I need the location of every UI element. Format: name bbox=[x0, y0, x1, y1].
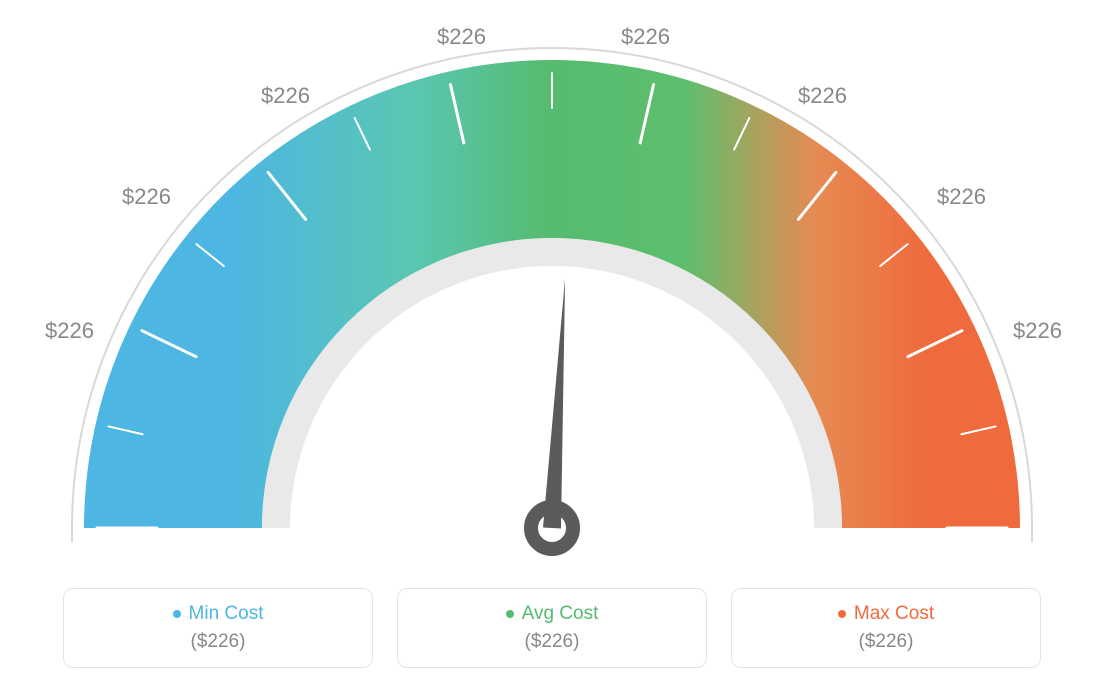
gauge-scale-label: $226 bbox=[621, 24, 670, 50]
legend-value-max: ($226) bbox=[859, 631, 914, 653]
legend-card-max: Max Cost ($226) bbox=[731, 588, 1041, 668]
legend-title-max: Max Cost bbox=[838, 603, 934, 625]
legend-row: Min Cost ($226) Avg Cost ($226) Max Cost… bbox=[0, 588, 1104, 668]
legend-label-avg: Avg Cost bbox=[522, 603, 599, 625]
legend-card-avg: Avg Cost ($226) bbox=[397, 588, 707, 668]
gauge-scale-label: $226 bbox=[798, 83, 847, 109]
legend-title-min: Min Cost bbox=[173, 603, 264, 625]
gauge-scale-label: $226 bbox=[45, 318, 94, 344]
gauge-scale-label: $226 bbox=[437, 24, 486, 50]
gauge-scale-label: $226 bbox=[937, 184, 986, 210]
legend-label-max: Max Cost bbox=[854, 603, 934, 625]
legend-dot-avg bbox=[506, 610, 514, 618]
legend-value-avg: ($226) bbox=[525, 631, 580, 653]
legend-value-min: ($226) bbox=[191, 631, 246, 653]
legend-label-min: Min Cost bbox=[189, 603, 264, 625]
legend-card-min: Min Cost ($226) bbox=[63, 588, 373, 668]
gauge-scale-label: $226 bbox=[261, 83, 310, 109]
gauge-chart: $226 $226 $226 $226 $226 $226 $226 $226 bbox=[27, 18, 1077, 578]
legend-dot-min bbox=[173, 610, 181, 618]
gauge-scale-label: $226 bbox=[122, 184, 171, 210]
legend-title-avg: Avg Cost bbox=[506, 603, 599, 625]
legend-dot-max bbox=[838, 610, 846, 618]
gauge-scale-label: $226 bbox=[1013, 318, 1062, 344]
gauge-svg bbox=[27, 18, 1077, 578]
